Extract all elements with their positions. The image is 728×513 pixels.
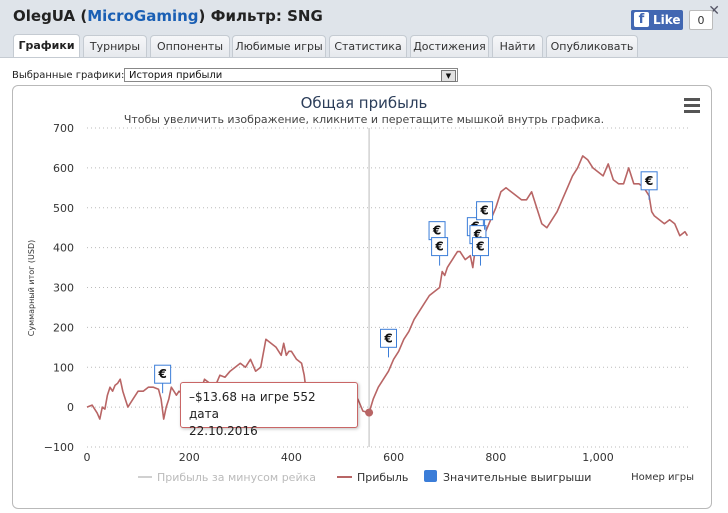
hamburger-icon-bar[interactable] xyxy=(684,104,700,107)
big-win-flag xyxy=(154,364,172,384)
euro-icon: € xyxy=(434,240,443,254)
big-win-flag xyxy=(380,328,397,348)
tab-search[interactable]: Найти xyxy=(492,35,543,57)
y-tick-label: −100 xyxy=(44,441,74,454)
player-name: OlegUA xyxy=(13,7,76,25)
hamburger-icon-bar[interactable] xyxy=(684,110,700,113)
chart-subtitle: Чтобы увеличить изображение, кликните и … xyxy=(124,113,604,126)
x-axis-label: Номер игры xyxy=(631,472,694,483)
big-win-flag xyxy=(431,237,449,257)
like-count: 0 xyxy=(689,10,713,30)
x-tick-label: 0 xyxy=(84,451,91,464)
legend-bigwin-label: Значительные выигрыши xyxy=(443,471,591,484)
x-tick-label: 1,000 xyxy=(582,451,614,464)
facebook-like-button[interactable]: f Like xyxy=(631,10,683,30)
tab-publish[interactable]: Опубликовать xyxy=(546,35,638,57)
euro-icon: € xyxy=(479,204,488,218)
big-win-flag xyxy=(471,237,489,257)
network-link[interactable]: MicroGaming xyxy=(87,7,199,25)
big-win-flag xyxy=(640,171,658,191)
content-panel: Выбранные графики: История прибыли ▼ xyxy=(0,57,728,513)
chevron-down-icon[interactable]: ▼ xyxy=(441,70,456,82)
legend-profit-label: Прибыль xyxy=(357,471,408,484)
y-tick-label: 0 xyxy=(67,401,74,414)
x-tick-label: 400 xyxy=(281,451,302,464)
filter-label: ) Фильтр: SNG xyxy=(198,7,323,25)
tab-tournaments[interactable]: Турниры xyxy=(83,35,147,57)
like-label: Like xyxy=(653,13,681,27)
y-tick-label: 100 xyxy=(53,361,74,374)
y-tick-label: 200 xyxy=(53,321,74,334)
y-tick-label: 600 xyxy=(53,162,74,175)
chart-select[interactable]: История прибыли ▼ xyxy=(124,68,458,82)
y-tick-label: 700 xyxy=(53,122,74,135)
legend-rake-label: Прибыль за минусом рейка xyxy=(157,471,316,484)
euro-icon: € xyxy=(644,174,653,188)
chart-tooltip: –$13.68 на игре 552 дата 22.10.2016 xyxy=(180,382,358,438)
page-title: OlegUA (MicroGaming) Фильтр: SNG xyxy=(13,7,323,25)
hamburger-icon-bar[interactable] xyxy=(684,98,700,101)
euro-icon: € xyxy=(157,367,166,381)
tab-graphs[interactable]: Графики xyxy=(13,34,80,58)
euro-icon: € xyxy=(473,228,482,242)
tooltip-line-1: –$13.68 на игре 552 дата xyxy=(189,390,316,421)
chart-container xyxy=(12,85,712,509)
highlight-point xyxy=(365,408,374,417)
facebook-icon: f xyxy=(634,12,649,27)
tab-opponents[interactable]: Оппоненты xyxy=(150,35,230,57)
y-tick-label: 300 xyxy=(53,282,74,295)
chart-select-value: История прибыли xyxy=(129,70,223,81)
tab-achievements[interactable]: Достижения xyxy=(410,35,489,57)
close-icon[interactable]: ✕ xyxy=(708,3,720,19)
euro-icon: € xyxy=(432,224,441,238)
tooltip-line-2: 22.10.2016 xyxy=(189,424,258,438)
tab-statistics[interactable]: Статистика xyxy=(329,35,407,57)
tab-favorite-games[interactable]: Любимые игры xyxy=(232,35,326,57)
euro-icon: € xyxy=(383,331,392,345)
x-tick-label: 800 xyxy=(485,451,506,464)
y-tick-label: 400 xyxy=(53,242,74,255)
chart-select-label: Выбранные графики: xyxy=(12,70,125,81)
paren-open: ( xyxy=(75,7,88,25)
big-win-flag xyxy=(476,201,494,221)
x-tick-label: 200 xyxy=(179,451,200,464)
x-tick-label: 600 xyxy=(383,451,404,464)
legend-bigwin-swatch xyxy=(424,470,437,482)
y-tick-label: 500 xyxy=(53,202,74,215)
y-axis-label: Суммарный итог (USD) xyxy=(27,240,36,337)
euro-icon: € xyxy=(475,240,484,254)
chart-title: Общая прибыль xyxy=(301,94,428,112)
